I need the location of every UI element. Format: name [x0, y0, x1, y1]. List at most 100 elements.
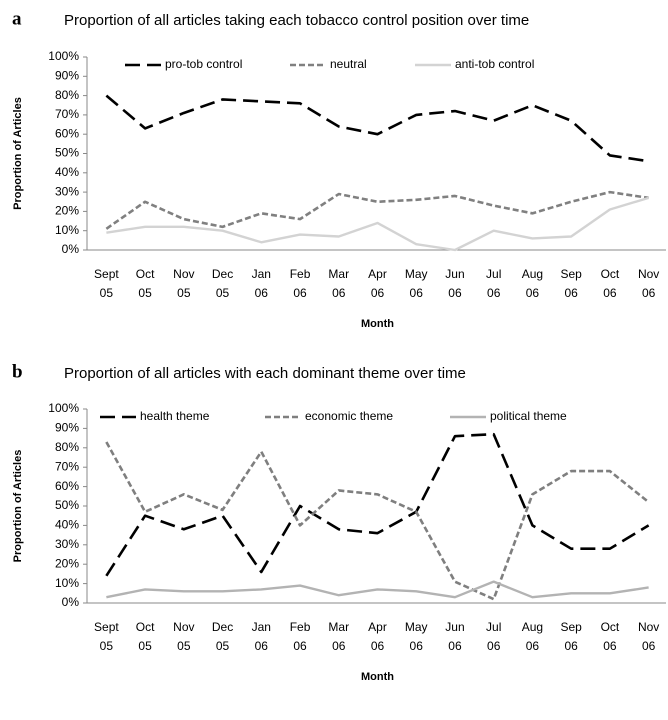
x-tick-line: 05 [216, 639, 230, 653]
x-tick-line: 05 [100, 639, 114, 653]
x-axis-title: Month [361, 318, 394, 330]
y-tick-label: 20% [55, 556, 79, 570]
x-tick-line: Sep [560, 620, 582, 634]
data-line [105, 432, 650, 577]
x-tick-label: Feb 06 [290, 267, 311, 300]
x-tick-label: Sept 05 [94, 620, 119, 653]
y-axis-title: Proportion of Articles [12, 450, 24, 563]
x-tick-line: Oct [601, 620, 620, 634]
x-tick-line: Sept [94, 267, 119, 281]
x-tick-line: Aug [522, 267, 543, 281]
x-tick-line: Oct [136, 620, 155, 634]
x-tick-label: Feb 06 [290, 620, 311, 653]
x-tick-line: 06 [487, 639, 501, 653]
x-tick-label: Nov 05 [173, 267, 194, 300]
x-tick-label: Oct 06 [601, 620, 620, 653]
x-tick-label: Oct 06 [601, 267, 620, 300]
x-tick-line: 06 [255, 639, 269, 653]
x-tick-line: Oct [136, 267, 155, 281]
data-line [106, 196, 649, 252]
x-tick-line: 06 [642, 639, 656, 653]
y-tick-label: 90% [55, 421, 79, 435]
x-tick-line: Sep [560, 267, 582, 281]
x-tick-line: Dec [212, 267, 233, 281]
y-tick-label: 20% [55, 204, 79, 218]
x-tick-line: 06 [448, 286, 462, 300]
panel-label: b [12, 361, 23, 382]
x-tick-line: 06 [332, 286, 346, 300]
x-tick-line: 06 [564, 639, 578, 653]
x-tick-line: 06 [642, 286, 656, 300]
x-tick-line: 06 [371, 639, 385, 653]
panel-label: a [12, 8, 22, 29]
x-tick-label: Sept 05 [94, 267, 119, 300]
x-tick-line: 05 [177, 286, 191, 300]
y-axis-title: Proportion of Articles [12, 97, 24, 210]
x-tick-line: Oct [601, 267, 620, 281]
x-tick-line: 06 [526, 286, 540, 300]
x-tick-line: Mar [328, 267, 349, 281]
y-tick-label: 70% [55, 107, 79, 121]
x-tick-line: Dec [212, 620, 233, 634]
x-tick-label: Apr 06 [368, 620, 387, 653]
x-tick-line: Aug [522, 620, 543, 634]
y-tick-label: 0% [62, 242, 80, 256]
y-tick-label: 0% [62, 595, 80, 609]
x-tick-label: Mar 06 [328, 267, 349, 300]
x-tick-label: Mar 06 [328, 620, 349, 653]
x-tick-label: Apr 06 [368, 267, 387, 300]
x-tick-line: Apr [368, 620, 387, 634]
chart-title: Proportion of all articles taking each t… [64, 12, 529, 29]
x-tick-line: Feb [290, 267, 311, 281]
y-tick-label: 100% [48, 49, 79, 63]
legend-label: pro-tob control [165, 57, 242, 71]
x-tick-line: 05 [216, 286, 230, 300]
x-tick-label: Jun 06 [445, 267, 464, 300]
data-line [106, 580, 649, 599]
x-tick-line: Nov [638, 620, 659, 634]
y-tick-label: 30% [55, 184, 79, 198]
x-tick-line: Jul [486, 267, 501, 281]
x-tick-label: Oct 05 [136, 267, 155, 300]
y-tick-label: 60% [55, 479, 79, 493]
x-tick-label: Oct 05 [136, 620, 155, 653]
y-tick-label: 40% [55, 518, 79, 532]
legend-label: political theme [490, 409, 567, 423]
x-tick-line: Mar [328, 620, 349, 634]
x-tick-label: Jan 06 [252, 267, 271, 300]
legend-label: neutral [330, 57, 367, 71]
x-tick-label: Dec 05 [212, 620, 233, 653]
y-tick-label: 30% [55, 537, 79, 551]
y-tick-label: 40% [55, 165, 79, 179]
legend-label: anti-tob control [455, 57, 534, 71]
x-tick-label: Dec 05 [212, 267, 233, 300]
x-tick-line: 05 [138, 286, 152, 300]
x-tick-label: Jan 06 [252, 620, 271, 653]
x-tick-line: 06 [410, 639, 424, 653]
y-tick-label: 50% [55, 146, 79, 160]
x-tick-line: 06 [603, 639, 617, 653]
x-axis-title: Month [361, 671, 394, 683]
x-tick-label: Aug 06 [522, 267, 543, 300]
x-tick-line: 06 [448, 639, 462, 653]
x-tick-line: 06 [371, 286, 385, 300]
x-tick-line: Feb [290, 620, 311, 634]
y-tick-label: 80% [55, 88, 79, 102]
x-tick-label: Sep 06 [560, 620, 582, 653]
x-tick-line: Jan [252, 620, 271, 634]
x-tick-line: Jan [252, 267, 271, 281]
x-tick-line: 06 [410, 286, 424, 300]
y-tick-label: 10% [55, 576, 79, 590]
x-tick-label: May 06 [405, 620, 428, 653]
x-tick-line: Nov [173, 620, 194, 634]
y-tick-label: 10% [55, 223, 79, 237]
data-line [105, 190, 649, 230]
x-tick-label: Jun 06 [445, 620, 464, 653]
x-tick-label: May 06 [405, 267, 428, 300]
x-tick-line: 06 [255, 286, 269, 300]
x-tick-label: Jul 06 [486, 620, 501, 653]
y-tick-label: 80% [55, 440, 79, 454]
x-tick-label: Jul 06 [486, 267, 501, 300]
x-tick-line: Nov [638, 267, 659, 281]
